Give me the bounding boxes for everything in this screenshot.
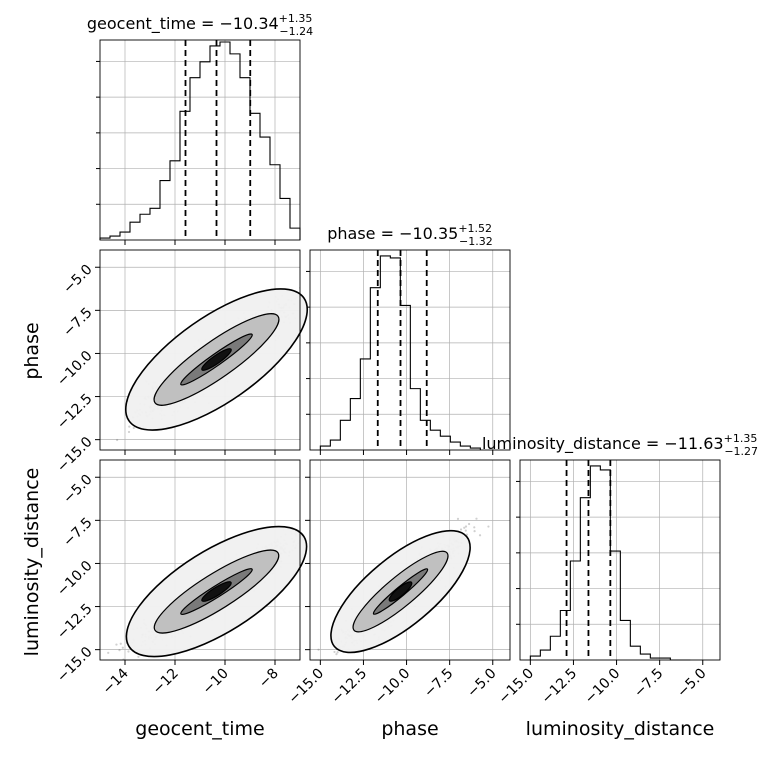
labels: geocent_time phase luminosity_distance p… — [21, 322, 714, 740]
scatter-point — [467, 522, 471, 526]
x-tick-label: −12.5 — [539, 666, 581, 708]
scatter-point — [302, 526, 304, 528]
scatter-point — [336, 651, 339, 654]
scatter-point — [459, 528, 463, 531]
y-tick-label: −10.0 — [54, 348, 96, 390]
scatter-point — [116, 438, 119, 442]
scatter-point — [115, 643, 118, 646]
y-tick-label: −7.5 — [60, 305, 95, 340]
contour-level-4 — [388, 581, 413, 602]
scatter-point — [308, 295, 310, 297]
x-tick-label: −7.5 — [631, 666, 666, 701]
scatter-point — [478, 534, 482, 537]
contour-level-4 — [201, 348, 232, 371]
y-tick-label: −7.5 — [60, 515, 95, 550]
title-phase: phase = −10.35+1.52 −1.32 — [327, 222, 493, 248]
scatter-point — [127, 650, 130, 653]
contour-level-4 — [201, 581, 232, 602]
x-tick-label: −10 — [200, 666, 232, 698]
scatter-point — [127, 430, 131, 434]
scatter-point — [118, 649, 121, 652]
panel-frame — [99, 459, 301, 661]
y-tick-label: −12.5 — [54, 391, 96, 433]
panels: geocent_time = −10.34+1.35 −1.24 phase = −… — [54, 12, 758, 707]
title-luminosity-distance: luminosity_distance = −11.63+1.35 −1.27 — [482, 432, 758, 458]
y-tick-label: −5.0 — [60, 472, 95, 507]
scatter-point — [310, 541, 312, 543]
scatter-point — [305, 291, 307, 293]
y-axis-label-phase: phase — [21, 322, 43, 379]
x-tick-label: −5.0 — [674, 666, 709, 701]
scatter-point — [456, 517, 460, 520]
scatter-point — [323, 285, 325, 287]
x-tick-label: −8 — [256, 666, 282, 692]
y-axis-label-luminosity-distance: luminosity_distance — [21, 468, 43, 657]
panel-frame — [309, 249, 511, 451]
scatter-point — [128, 425, 131, 428]
x-axis-label-phase: phase — [381, 718, 438, 740]
panel-frame — [309, 459, 511, 661]
x-tick-label: −10.0 — [372, 666, 414, 708]
y-tick-label: −12.5 — [54, 601, 96, 643]
x-tick-label: −12 — [150, 666, 182, 698]
scatter-point — [333, 650, 336, 654]
x-tick-label: −7.5 — [421, 666, 456, 701]
scatter-point — [137, 655, 140, 658]
scatter-point — [107, 651, 110, 654]
x-tick-label: −14 — [100, 665, 132, 697]
x-axis-label-luminosity-distance: luminosity_distance — [526, 718, 715, 740]
x-tick-label: −15.0 — [286, 666, 328, 708]
scatter-point — [464, 529, 467, 532]
scatter-point — [307, 521, 309, 523]
scatter-point — [317, 648, 320, 651]
scatter-point — [335, 653, 338, 656]
title-geocent-time: geocent_time = −10.34+1.35 −1.24 — [87, 12, 313, 38]
histogram-geocent-time — [99, 41, 301, 240]
scatter-point — [305, 294, 307, 296]
x-tick-label: −15.0 — [496, 666, 538, 708]
panel-frame — [99, 39, 301, 241]
histogram-luminosity-distance — [529, 465, 691, 661]
scatter-point — [315, 536, 317, 538]
x-tick-label: −10.0 — [582, 666, 624, 708]
scatter-point — [487, 525, 490, 528]
y-tick-label: −15.0 — [54, 434, 96, 476]
scatter-point — [315, 291, 317, 293]
scatter-point — [464, 525, 468, 528]
y-tick-label: −5.0 — [60, 262, 95, 297]
scatter-point — [108, 662, 110, 664]
y-tick-label: −15.0 — [54, 644, 96, 686]
scatter-point — [475, 517, 478, 520]
x-tick-label: −12.5 — [329, 666, 371, 708]
scatter-point — [348, 262, 350, 264]
scatter-point — [121, 646, 124, 649]
scatter-point — [473, 526, 476, 529]
panel-frame — [99, 249, 301, 451]
y-tick-label: −10.0 — [54, 558, 96, 600]
x-tick-label: −5.0 — [464, 666, 499, 701]
x-axis-label-geocent-time: geocent_time — [135, 718, 264, 740]
scatter-point — [132, 426, 135, 430]
scatter-point — [123, 456, 125, 458]
scatter-point — [119, 642, 122, 645]
panel-frame — [519, 459, 721, 661]
scatter-point — [318, 516, 320, 518]
scatter-point — [463, 526, 466, 529]
scatter-point — [473, 530, 476, 533]
